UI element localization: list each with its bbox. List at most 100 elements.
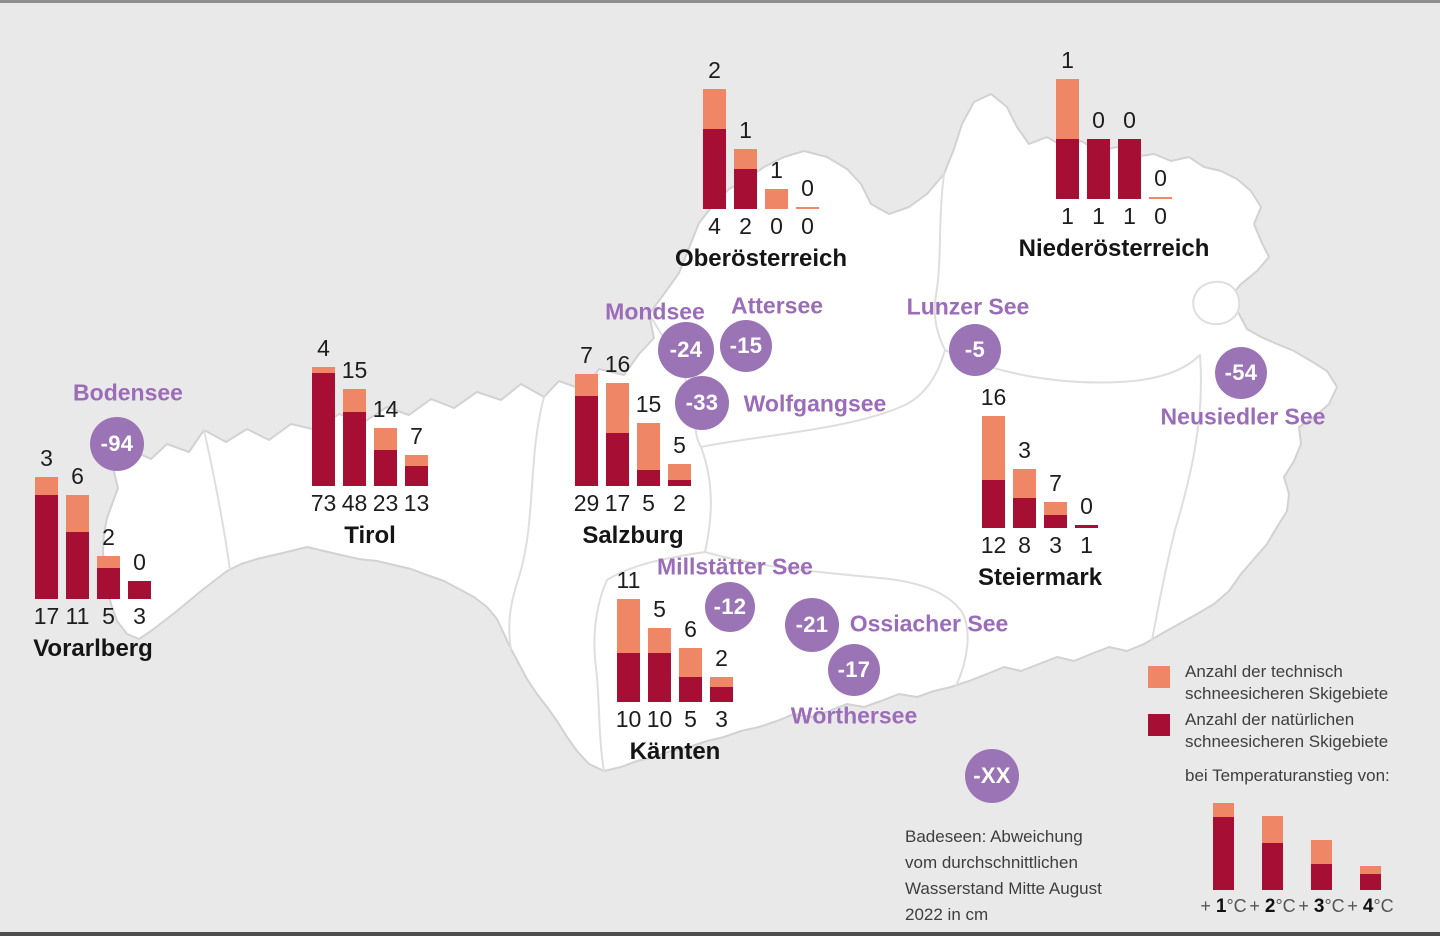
bar-segment-technical [734, 149, 757, 169]
bar-segment-natural [734, 169, 757, 209]
bar-value-natural: 5 [102, 603, 115, 629]
lake-value-badge-millstatter-see: -12 [705, 582, 755, 632]
bar-value-technical: 1 [770, 157, 783, 183]
bar-stack [575, 374, 598, 486]
legend-swatch-natural [1148, 714, 1170, 736]
bar-stack [1056, 79, 1079, 199]
bar-value-natural: 12 [980, 532, 1007, 558]
bar-segment-technical [710, 677, 733, 687]
bar-value-natural: 2 [739, 213, 752, 239]
bar-value-natural: 1 [1123, 203, 1136, 229]
bar-stack [796, 207, 819, 209]
bar-segment-natural [1311, 864, 1332, 890]
bar-value-technical: 0 [801, 175, 814, 201]
bar-value-natural: 13 [403, 490, 430, 516]
region-group-steiermark: 16 12 3 8 7 3 0 1 Steiermark [978, 384, 1106, 592]
bar-segment-technical [1056, 79, 1079, 139]
bar-stack [606, 383, 629, 486]
lake-name-label-millstatter-see: Millstätter See [657, 553, 813, 580]
bar-segment-technical [765, 189, 788, 209]
legend-lake-caption: Badeseen: Abweichung vom durchschnittlic… [905, 827, 1102, 924]
lake-value-badge-wolfgangsee: -33 [675, 376, 729, 430]
bar-value-technical: 2 [708, 57, 721, 83]
region-group-tirol: 4 73 15 48 14 23 7 13 Tirol [311, 337, 436, 550]
region-label: Niederösterreich [1018, 235, 1210, 262]
bar-segment-natural [1044, 515, 1067, 528]
bar-value-technical: 15 [635, 391, 662, 417]
lake-name-label-worthersee: Wörthersee [790, 702, 918, 729]
bar-segment-technical [1044, 502, 1067, 515]
bar-segment-natural [405, 466, 428, 486]
lake-name-label-lunzer-see: Lunzer See [906, 293, 1030, 320]
bar-segment-natural [1056, 139, 1079, 199]
top-border [0, 0, 1440, 3]
bar-value-technical: 2 [715, 645, 728, 671]
bar-segment-technical [796, 207, 819, 209]
bar-value-natural: 5 [684, 706, 697, 732]
bar-stack [765, 189, 788, 209]
region-group-niederosterreich: 1 1 0 1 0 1 0 0 Niederösterreich [1019, 49, 1210, 263]
bar-stack [1118, 139, 1141, 199]
bar-segment-natural [1118, 139, 1141, 199]
lake-value-badge-mondsee: -24 [658, 322, 714, 378]
legend-lake-badge-text: -XX [973, 763, 1011, 788]
vienna-outline [1192, 280, 1241, 326]
lake-value-badge-worthersee: -17 [828, 644, 880, 696]
region-label: Oberösterreich [674, 245, 848, 272]
bar-value-natural: 2 [673, 490, 686, 516]
lake-value-badge-ossiacher-see: -21 [785, 598, 839, 652]
legend-temp-tick: + 1°C [1200, 896, 1247, 917]
region-group-salzburg: 7 29 16 17 15 5 5 2 Salzburg [574, 344, 699, 549]
lake-value-badge-lunzer-see: -5 [949, 324, 1001, 376]
bar-segment-natural [1075, 525, 1098, 528]
bar-stack [1013, 469, 1036, 528]
bar-segment-technical [97, 556, 120, 568]
region-group-karnten: 11 10 5 10 6 5 2 3 Kärnten [616, 562, 741, 765]
bar-segment-natural [982, 480, 1005, 528]
lake-value-badge-neusiedler-see: -54 [1215, 347, 1267, 399]
bar-segment-natural [617, 653, 640, 702]
bar-value-natural: 10 [615, 706, 642, 732]
bar-segment-technical [343, 389, 366, 412]
lake-name-label-neusiedler-see: Neusiedler See [1160, 403, 1326, 430]
legend-mini-bar [1213, 803, 1234, 890]
bar-segment-technical [679, 648, 702, 677]
bar-segment-natural [668, 480, 691, 486]
bar-stack [35, 477, 58, 599]
legend-label-natural: Anzahl der natürlichen schneesicheren Sk… [1185, 710, 1389, 751]
bar-value-natural: 1 [1080, 532, 1093, 558]
bar-segment-natural [343, 412, 366, 486]
bar-value-technical: 7 [1049, 470, 1062, 496]
bar-value-natural: 23 [372, 490, 399, 516]
bar-segment-natural [1360, 874, 1381, 890]
bar-segment-technical [1149, 197, 1172, 199]
bar-value-technical: 0 [1080, 493, 1093, 519]
bar-value-natural: 4 [708, 213, 721, 239]
bar-segment-technical [1311, 840, 1332, 864]
bar-value-natural: 0 [770, 213, 783, 239]
legend-label-technical: Anzahl der technisch schneesicheren Skig… [1185, 662, 1389, 703]
bar-value-technical: 16 [980, 384, 1007, 410]
lake-name-label-wolfgangsee: Wolfgangsee [743, 390, 887, 417]
legend-temp-caption: bei Temperaturanstieg von: [1185, 766, 1390, 785]
bar-value-technical: 0 [1092, 107, 1105, 133]
bar-segment-natural [66, 532, 89, 599]
bar-stack [1149, 197, 1172, 199]
lake-value-badge-bodensee: -94 [90, 417, 144, 471]
lake-name-label-ossiacher-see: Ossiacher See [849, 610, 1009, 637]
bottom-border [0, 932, 1440, 936]
bar-stack [97, 556, 120, 599]
legend-swatch-technical [1148, 666, 1170, 688]
bar-stack [405, 455, 428, 486]
bar-value-technical: 5 [653, 596, 666, 622]
region-group-vorarlberg: 3 17 6 11 2 5 0 3 Vorarlberg [33, 447, 159, 663]
bar-value-technical: 5 [673, 432, 686, 458]
region-label: Tirol [344, 522, 396, 549]
bar-value-natural: 0 [1154, 203, 1167, 229]
bar-value-technical: 1 [739, 117, 752, 143]
bar-value-technical: 11 [616, 567, 641, 593]
bar-segment-technical [1013, 469, 1036, 498]
bar-stack [1075, 525, 1098, 528]
bar-stack [637, 423, 660, 486]
bar-segment-technical [637, 423, 660, 470]
